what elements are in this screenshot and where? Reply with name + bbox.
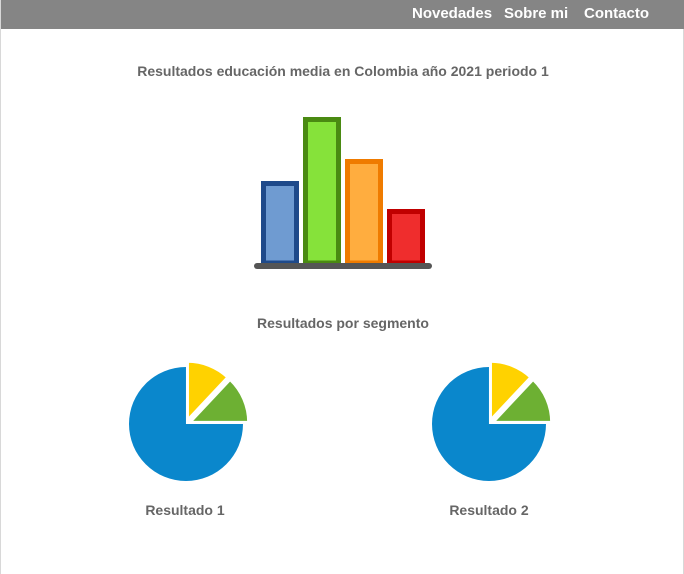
page-title: Resultados educación media en Colombia a… [137,63,549,79]
nav-link-sobre-mi[interactable]: Sobre mi [504,5,569,22]
bar-2 [303,117,341,266]
pie-chart-2 [432,359,554,481]
pie-1-slice-2 [185,359,230,425]
top-navbar: Novedades Sobre mi Contacto [1,0,684,29]
segment-title: Resultados por segmento [257,315,429,331]
bar-4 [387,209,425,266]
bar-1 [261,181,299,266]
pie-caption-2: Resultado 2 [449,502,529,518]
bar-chart [254,117,432,269]
nav-link-contacto[interactable]: Contacto [584,5,649,22]
pie-caption-1: Resultado 1 [145,502,225,518]
pie-2-slice-3 [489,377,554,424]
pie-2-slice-2 [488,359,533,425]
nav-link-novedades[interactable]: Novedades [412,5,493,22]
bar-3 [345,159,383,266]
pie-1-slice-3 [186,377,251,424]
pie-chart-1 [129,359,251,481]
